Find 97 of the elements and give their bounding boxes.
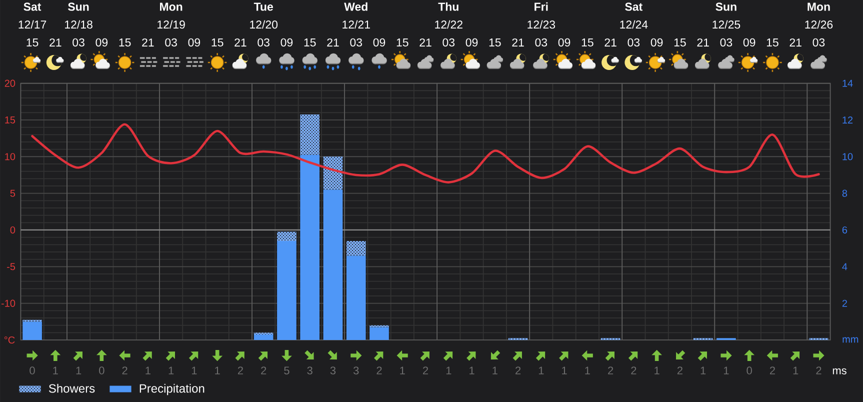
y2-tick-label: 8 <box>842 190 848 197</box>
x-tick-label: 21 <box>50 38 62 46</box>
x-tick-label: 15 <box>766 38 778 46</box>
x-tick-label: 21 <box>234 38 246 46</box>
data-label: 1 <box>146 366 150 374</box>
data-label: 2 <box>677 366 682 374</box>
data-label: 3 <box>353 366 359 374</box>
data-label: 2 <box>422 366 428 374</box>
x-tick-label: 21 <box>420 38 432 46</box>
data-label: 1 <box>470 366 474 374</box>
data-label: 1 <box>215 366 220 374</box>
x-tick-label: Fri 12/23 03 <box>528 2 556 46</box>
y-tick-label: -10 <box>1 300 16 307</box>
text: ms <box>832 368 846 374</box>
x-tick-label: 09 <box>650 38 663 46</box>
data-label: 1 <box>192 366 197 374</box>
x-tick-label: 21 <box>604 38 616 46</box>
y2-tick-label: 10 <box>842 153 853 160</box>
data-label: 1 <box>492 366 498 374</box>
x-tick-label: Tue 12/20 03 <box>250 2 278 46</box>
bar <box>22 322 42 340</box>
x-tick-label: 15 <box>119 38 131 46</box>
x-tick-label: 21 <box>512 38 524 46</box>
x-tick-label: 15 <box>674 38 686 46</box>
data-label: 2 <box>608 366 614 374</box>
bar <box>277 240 296 340</box>
y2-tick-label: 14 <box>842 80 853 87</box>
data-label: 1 <box>724 366 729 374</box>
data-label: 2 <box>816 366 822 374</box>
data-label: 1 <box>446 366 452 374</box>
data-label: 2 <box>631 366 636 374</box>
data-label: 0 <box>99 366 104 374</box>
x-tick-label: 09 <box>743 38 756 46</box>
y-tick-label: 20 <box>4 80 16 87</box>
y2-tick-label: 2 <box>842 300 847 307</box>
x-tick-label: Sun 12/25 03 <box>712 2 740 46</box>
x-tick-label: 15 <box>304 38 316 46</box>
y2-tick-label: 4 <box>842 263 848 270</box>
data-label: 2 <box>122 366 128 374</box>
x-tick-label: 15 <box>489 38 501 46</box>
x-tick-label: 09 <box>558 38 570 46</box>
x-tick-label: 09 <box>96 38 108 46</box>
x-tick-label: 15 <box>212 38 224 46</box>
x-tick-label: 21 <box>790 38 802 46</box>
y-axis-title: °C <box>4 336 15 344</box>
x-tick-label: Wed 12/21 03 <box>342 2 370 46</box>
data-label: 1 <box>700 366 706 374</box>
legend-label: Precipitation <box>140 384 204 396</box>
data-label: 1 <box>53 366 58 374</box>
data-label: 5 <box>284 366 290 374</box>
line-series <box>31 123 820 184</box>
data-label: 1 <box>400 366 405 374</box>
x-tick-label: 15 <box>582 38 594 46</box>
x-tick-label: 09 <box>373 38 386 46</box>
data-label: 1 <box>562 366 567 374</box>
data-label: 1 <box>76 366 82 374</box>
bar <box>300 154 320 340</box>
data-label: 2 <box>770 366 775 374</box>
data-label: 0 <box>746 366 752 374</box>
y2-axis-title: mm <box>842 337 858 343</box>
data-label: 3 <box>307 366 312 374</box>
data-label: 2 <box>261 366 266 374</box>
data-label: 1 <box>538 366 544 374</box>
data-label: 2 <box>238 366 243 374</box>
y-tick-label: 5 <box>10 190 16 197</box>
x-tick-label: 09 <box>188 38 200 46</box>
y2-tick-label: 12 <box>842 116 853 124</box>
x-tick-label: 21 <box>142 38 154 46</box>
bar <box>370 327 389 340</box>
data-label: 1 <box>585 366 590 374</box>
data-label: 1 <box>168 366 174 374</box>
y-tick-label: -5 <box>7 263 16 270</box>
x-tick-label: 09 <box>280 38 293 46</box>
legend-label: Showers <box>48 384 95 393</box>
x-tick-label: 15 <box>396 38 408 46</box>
x-tick-label: 21 <box>327 38 339 46</box>
bar <box>323 190 343 340</box>
x-tick-label: 21 <box>697 38 709 46</box>
data-label: 1 <box>654 366 660 374</box>
x-tick-label: Sun 12/18 03 <box>65 2 92 46</box>
bar <box>346 256 366 340</box>
data-label: 1 <box>793 366 798 374</box>
x-tick-label: Sat 12/17 15 <box>18 2 46 46</box>
x-tick-label: Mon 12/26 03 <box>805 2 833 46</box>
x-tick-label: Sat 12/24 03 <box>620 2 648 46</box>
data-label: 2 <box>516 366 521 374</box>
bar <box>254 334 274 340</box>
y-tick-label: 15 <box>5 116 16 124</box>
y2-tick-label: 6 <box>842 226 848 234</box>
data-label: 3 <box>330 366 336 374</box>
y-tick-label: 10 <box>5 153 16 160</box>
x-tick-label: Thu 12/22 03 <box>435 2 462 46</box>
x-tick-label: Mon 12/19 03 <box>158 2 185 46</box>
data-label: 0 <box>30 366 35 374</box>
y-tick-label: 0 <box>10 226 16 234</box>
x-tick-label: 09 <box>466 38 478 46</box>
data-label: 2 <box>376 366 382 374</box>
